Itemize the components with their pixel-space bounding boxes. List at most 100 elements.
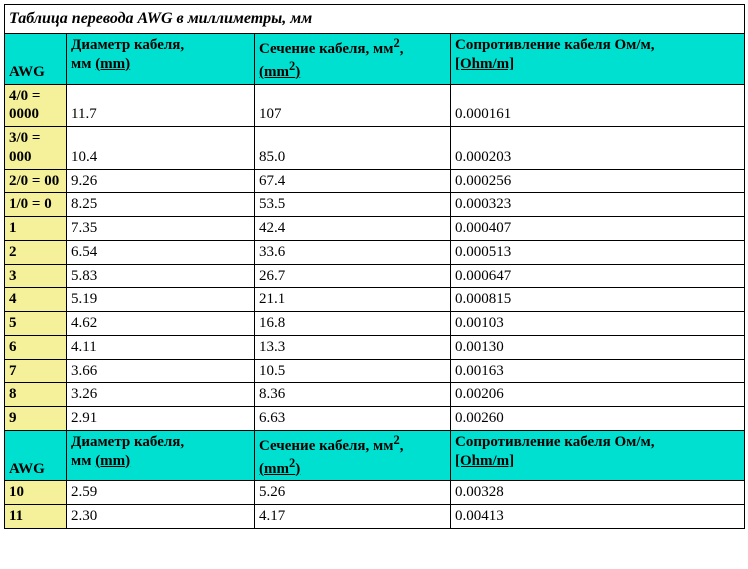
- header-resistance-line1: Сопротивление кабеля Ом/м,: [455, 37, 654, 53]
- awg-cell: 10: [5, 481, 67, 505]
- awg-cell: 8: [5, 383, 67, 407]
- awg-cell: 6: [5, 335, 67, 359]
- header-section-line2: (mm2): [259, 461, 300, 477]
- header-section: Сечение кабеля, мм2, (mm2): [255, 430, 451, 481]
- resistance-cell: 0.000407: [451, 217, 745, 241]
- resistance-cell: 0.000815: [451, 288, 745, 312]
- header-row: AWGДиаметр кабеля, мм (mm) Сечение кабеля,…: [5, 34, 745, 85]
- awg-cell: 1: [5, 217, 67, 241]
- table-row: 112.304.170.00413: [5, 505, 745, 529]
- awg-table: Таблица перевода AWG в миллиметры, ммAWG…: [4, 4, 745, 529]
- awg-cell: 11: [5, 505, 67, 529]
- awg-cell: 2: [5, 240, 67, 264]
- resistance-cell: 0.00130: [451, 335, 745, 359]
- header-diameter-line1: Диаметр кабеля,: [71, 37, 184, 53]
- diameter-cell: 6.54: [67, 240, 255, 264]
- header-resistance: Сопротивление кабеля Ом/м, [Ohm/m]: [451, 34, 745, 85]
- diameter-cell: 3.66: [67, 359, 255, 383]
- awg-cell: 4/0 = 0000: [5, 84, 67, 127]
- diameter-cell: 2.59: [67, 481, 255, 505]
- table-row: 1/0 = 08.2553.50.000323: [5, 193, 745, 217]
- resistance-cell: 0.000203: [451, 127, 745, 170]
- resistance-cell: 0.000256: [451, 169, 745, 193]
- diameter-cell: 9.26: [67, 169, 255, 193]
- diameter-cell: 7.35: [67, 217, 255, 241]
- header-section-line1: Сечение кабеля, мм2,: [259, 41, 403, 57]
- awg-line2: 000: [9, 149, 32, 165]
- header-awg: AWG: [5, 34, 67, 85]
- awg-line2: 0000: [9, 106, 39, 122]
- diameter-cell: 5.19: [67, 288, 255, 312]
- table-row: 4/0 = 0000 11.71070.000161: [5, 84, 745, 127]
- section-cell: 10.5: [255, 359, 451, 383]
- header-section: Сечение кабеля, мм2, (mm2): [255, 34, 451, 85]
- section-cell: 21.1: [255, 288, 451, 312]
- diameter-cell: 8.25: [67, 193, 255, 217]
- resistance-cell: 0.000513: [451, 240, 745, 264]
- section-cell: 85.0: [255, 127, 451, 170]
- diameter-cell: 3.26: [67, 383, 255, 407]
- resistance-cell: 0.000647: [451, 264, 745, 288]
- section-cell: 13.3: [255, 335, 451, 359]
- diameter-cell: 5.83: [67, 264, 255, 288]
- awg-cell: 1/0 = 0: [5, 193, 67, 217]
- resistance-cell: 0.00163: [451, 359, 745, 383]
- table-row: 17.3542.40.000407: [5, 217, 745, 241]
- table-title: Таблица перевода AWG в миллиметры, мм: [5, 5, 745, 34]
- diameter-cell: 11.7: [67, 84, 255, 127]
- resistance-cell: 0.00103: [451, 312, 745, 336]
- header-section-line2: (mm2): [259, 64, 300, 80]
- table-row: 73.6610.50.00163: [5, 359, 745, 383]
- awg-cell: 2/0 = 00: [5, 169, 67, 193]
- table-row: 45.1921.10.000815: [5, 288, 745, 312]
- awg-cell: 7: [5, 359, 67, 383]
- header-resistance-line2: [Ohm/m]: [455, 453, 514, 469]
- diameter-cell: 4.62: [67, 312, 255, 336]
- header-awg: AWG: [5, 430, 67, 481]
- section-cell: 6.63: [255, 407, 451, 431]
- diameter-cell: 2.91: [67, 407, 255, 431]
- header-diameter: Диаметр кабеля, мм (mm): [67, 430, 255, 481]
- resistance-cell: 0.00260: [451, 407, 745, 431]
- section-cell: 16.8: [255, 312, 451, 336]
- header-diameter: Диаметр кабеля, мм (mm): [67, 34, 255, 85]
- diameter-cell: 4.11: [67, 335, 255, 359]
- diameter-cell: 10.4: [67, 127, 255, 170]
- table-row: 54.6216.80.00103: [5, 312, 745, 336]
- header-resistance-line1: Сопротивление кабеля Ом/м,: [455, 434, 654, 450]
- section-cell: 42.4: [255, 217, 451, 241]
- resistance-cell: 0.000161: [451, 84, 745, 127]
- table-row: 83.268.360.00206: [5, 383, 745, 407]
- awg-cell: 4: [5, 288, 67, 312]
- awg-cell: 9: [5, 407, 67, 431]
- table-row: 92.916.630.00260: [5, 407, 745, 431]
- resistance-cell: 0.000323: [451, 193, 745, 217]
- header-resistance: Сопротивление кабеля Ом/м, [Ohm/m]: [451, 430, 745, 481]
- resistance-cell: 0.00328: [451, 481, 745, 505]
- section-cell: 107: [255, 84, 451, 127]
- resistance-cell: 0.00206: [451, 383, 745, 407]
- section-cell: 33.6: [255, 240, 451, 264]
- section-cell: 8.36: [255, 383, 451, 407]
- header-diameter-line2: мм (mm): [71, 56, 130, 72]
- awg-cell: 3/0 = 000: [5, 127, 67, 170]
- table-row: 3/0 = 000 10.485.00.000203: [5, 127, 745, 170]
- awg-cell: 3: [5, 264, 67, 288]
- table-row: 2/0 = 009.2667.40.000256: [5, 169, 745, 193]
- awg-cell: 5: [5, 312, 67, 336]
- table-row: 102.595.260.00328: [5, 481, 745, 505]
- section-cell: 53.5: [255, 193, 451, 217]
- section-cell: 5.26: [255, 481, 451, 505]
- header-diameter-line2: мм (mm): [71, 453, 130, 469]
- resistance-cell: 0.00413: [451, 505, 745, 529]
- section-cell: 26.7: [255, 264, 451, 288]
- header-resistance-line2: [Ohm/m]: [455, 56, 514, 72]
- table-row: 35.8326.70.000647: [5, 264, 745, 288]
- section-cell: 4.17: [255, 505, 451, 529]
- header-section-line1: Сечение кабеля, мм2,: [259, 438, 403, 454]
- title-row: Таблица перевода AWG в миллиметры, мм: [5, 5, 745, 34]
- awg-line1: 4/0 =: [9, 88, 40, 104]
- header-diameter-line1: Диаметр кабеля,: [71, 434, 184, 450]
- diameter-cell: 2.30: [67, 505, 255, 529]
- awg-line1: 3/0 =: [9, 130, 40, 146]
